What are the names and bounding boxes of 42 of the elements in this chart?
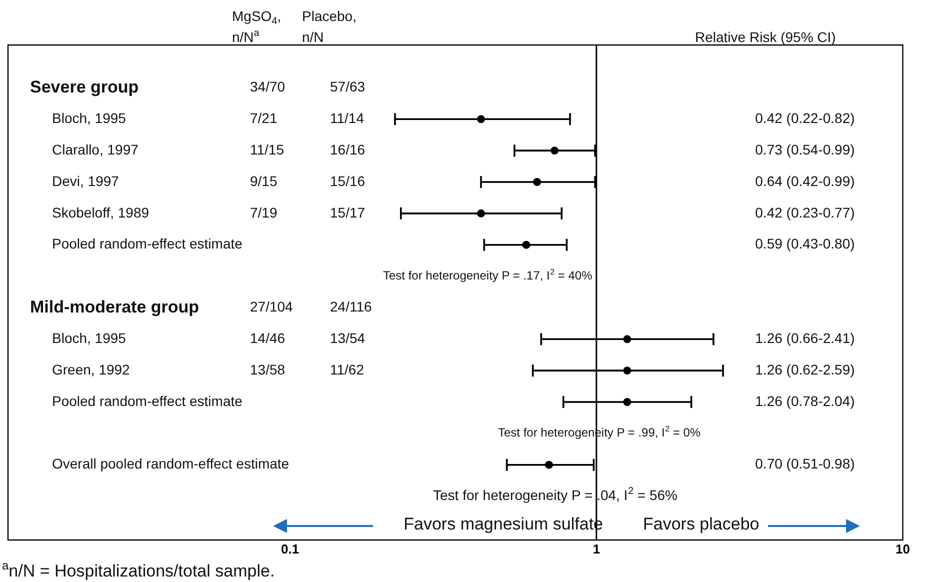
annotation: 27/104 — [250, 298, 294, 315]
annotation: 14/46 — [250, 330, 286, 346]
y-tick-label: Skobeloff, 1989 — [52, 204, 150, 220]
y-tick-label: Green, 1992 — [52, 361, 130, 378]
y-tick-label: Pooled random-effect estimate — [52, 392, 243, 409]
y-tick-label: Bloch, 1995 — [52, 330, 126, 346]
annotation: 15/16 — [330, 172, 366, 189]
annotation: 34/70 — [250, 78, 286, 95]
annotation: 57/63 — [330, 78, 366, 95]
y-tick-label: Severe group — [30, 77, 139, 96]
annotation: 15/17 — [330, 204, 366, 220]
annotation: 16/16 — [330, 141, 366, 158]
y-tick-label: Pooled random-effect estimate — [52, 236, 243, 252]
x-tick-label: 10 — [896, 541, 910, 556]
annotation: Favors placebo — [643, 514, 760, 534]
annotation: 1.26 (0.66-2.41) — [755, 330, 855, 346]
annotation: 13/58 — [250, 361, 286, 378]
y-tick-label: Overall pooled random-effect estimate — [52, 456, 290, 472]
x-tick-label: 1 — [592, 541, 600, 556]
annotation: 11/62 — [330, 361, 364, 378]
annotation: 0.64 (0.42-0.99) — [755, 172, 855, 189]
text: Relative Risk (95% CI) — [695, 28, 836, 45]
y-tick-label: Clarallo, 1997 — [52, 141, 139, 158]
annotation: 13/54 — [330, 330, 366, 346]
annotation: 7/21 — [250, 110, 278, 126]
y-tick-label: Devi, 1997 — [52, 172, 120, 189]
annotation: 11/15 — [250, 141, 284, 158]
annotation: 0.59 (0.43-0.80) — [755, 236, 855, 252]
annotation: 7/19 — [250, 204, 278, 220]
y-tick-label: Mild-moderate group — [30, 297, 200, 316]
annotation: 0.70 (0.51-0.98) — [755, 456, 855, 472]
text: Placebo, n/N — [302, 8, 356, 45]
annotation: 1.26 (0.62-2.59) — [755, 361, 855, 378]
annotation: 0.42 (0.22-0.82) — [755, 110, 855, 126]
annotation: 0.73 (0.54-0.99) — [755, 141, 855, 158]
y-tick-label: Bloch, 1995 — [52, 110, 126, 126]
annotation: 24/116 — [330, 298, 372, 315]
x-tick-label: 0.1 — [281, 541, 300, 556]
annotation: 9/15 — [250, 172, 278, 189]
annotation: 11/14 — [330, 110, 364, 126]
annotation: 0.42 (0.23-0.77) — [755, 204, 855, 220]
annotation: 1.26 (0.78-2.04) — [755, 392, 855, 409]
